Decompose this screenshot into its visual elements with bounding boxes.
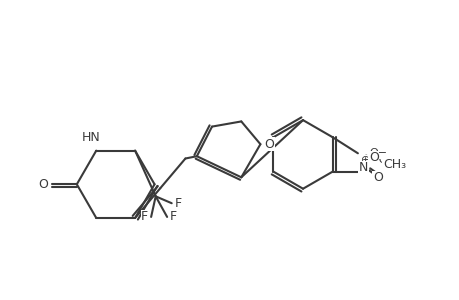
Text: N: N (358, 161, 367, 174)
Text: CH₃: CH₃ (382, 158, 405, 171)
Text: F: F (141, 210, 148, 224)
Text: O: O (368, 152, 378, 164)
Text: HN: HN (81, 131, 100, 144)
Text: ⊕NO: ⊕NO (360, 155, 386, 165)
Text: O: O (372, 172, 382, 184)
Text: O−: O− (368, 148, 386, 158)
Text: O: O (264, 138, 274, 151)
Text: O: O (39, 178, 48, 191)
Text: F: F (174, 197, 181, 210)
Text: F: F (169, 210, 177, 224)
